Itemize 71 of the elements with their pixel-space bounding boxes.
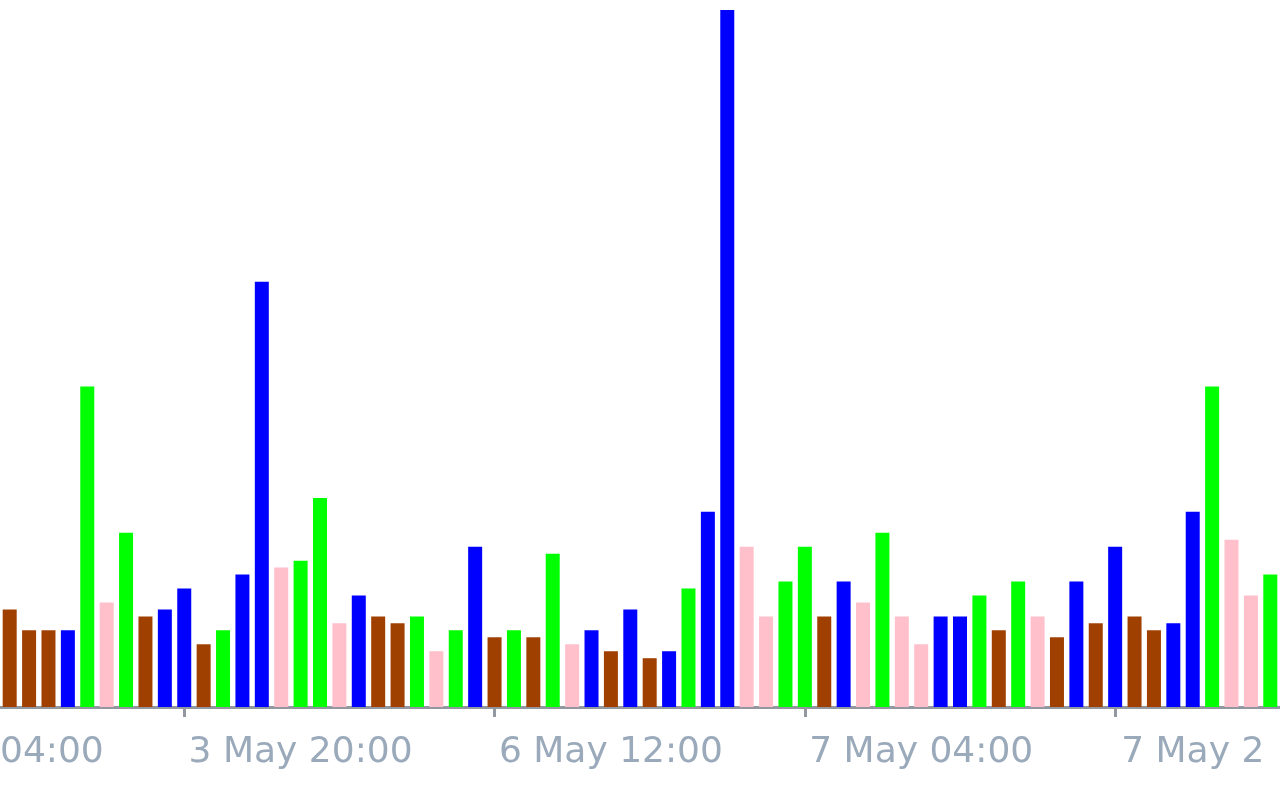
bar xyxy=(22,630,37,707)
bar xyxy=(894,616,909,707)
bar xyxy=(80,386,95,707)
bar xyxy=(468,546,483,707)
bar xyxy=(254,281,269,707)
bar xyxy=(603,651,618,707)
bar xyxy=(429,651,444,707)
bar xyxy=(293,560,308,707)
bar xyxy=(953,616,967,707)
bar xyxy=(1224,539,1239,707)
bar xyxy=(60,630,75,707)
bar xyxy=(1185,511,1200,707)
bar xyxy=(371,616,386,707)
bar xyxy=(119,532,134,707)
bar xyxy=(720,10,735,707)
bar xyxy=(157,609,172,707)
x-tick-label: 7 May 2 xyxy=(1121,728,1265,770)
bar xyxy=(817,616,832,707)
bar xyxy=(409,616,424,707)
bar xyxy=(681,588,696,707)
bar xyxy=(1205,386,1220,707)
bar xyxy=(332,623,347,707)
bar xyxy=(448,630,463,707)
bar xyxy=(1263,574,1278,707)
bar xyxy=(797,546,812,707)
bar xyxy=(351,595,366,707)
bar xyxy=(933,616,948,707)
bar xyxy=(99,602,114,707)
bar xyxy=(274,567,289,707)
bar xyxy=(1088,623,1103,707)
x-tick-label: 3 May 20:00 xyxy=(188,728,413,770)
bar xyxy=(991,630,1006,707)
bar xyxy=(1127,616,1142,707)
bar xyxy=(506,630,521,707)
bar xyxy=(138,616,153,707)
bar xyxy=(235,574,250,707)
bar xyxy=(313,497,327,707)
bar xyxy=(565,644,580,707)
x-tick-label: 6 May 12:00 xyxy=(498,728,723,770)
bar xyxy=(1069,581,1084,707)
bar xyxy=(662,651,677,707)
bar xyxy=(700,511,715,707)
bar xyxy=(642,658,657,707)
bar xyxy=(526,637,541,707)
bar xyxy=(836,581,851,707)
bar xyxy=(1243,595,1258,707)
bar xyxy=(759,616,774,707)
bar xyxy=(1166,623,1181,707)
bar xyxy=(1049,637,1064,707)
bar xyxy=(390,623,405,707)
bar xyxy=(584,630,599,707)
bar xyxy=(41,630,56,707)
bar xyxy=(1011,581,1026,707)
bar xyxy=(487,637,502,707)
bar xyxy=(2,609,17,707)
bar xyxy=(1108,546,1123,707)
bar xyxy=(739,546,754,707)
bar xyxy=(177,588,192,707)
bar xyxy=(1030,616,1045,707)
bar xyxy=(623,609,638,707)
bar xyxy=(545,553,560,707)
x-tick-label: 7 May 04:00 xyxy=(809,728,1034,770)
bar xyxy=(914,644,929,707)
bar xyxy=(875,532,890,707)
bar xyxy=(1146,630,1161,707)
text: 04:00 xyxy=(0,728,104,770)
bar xyxy=(856,602,871,707)
bar xyxy=(196,644,211,707)
bar xyxy=(778,581,793,707)
bar xyxy=(216,630,231,707)
bar xyxy=(972,595,987,707)
